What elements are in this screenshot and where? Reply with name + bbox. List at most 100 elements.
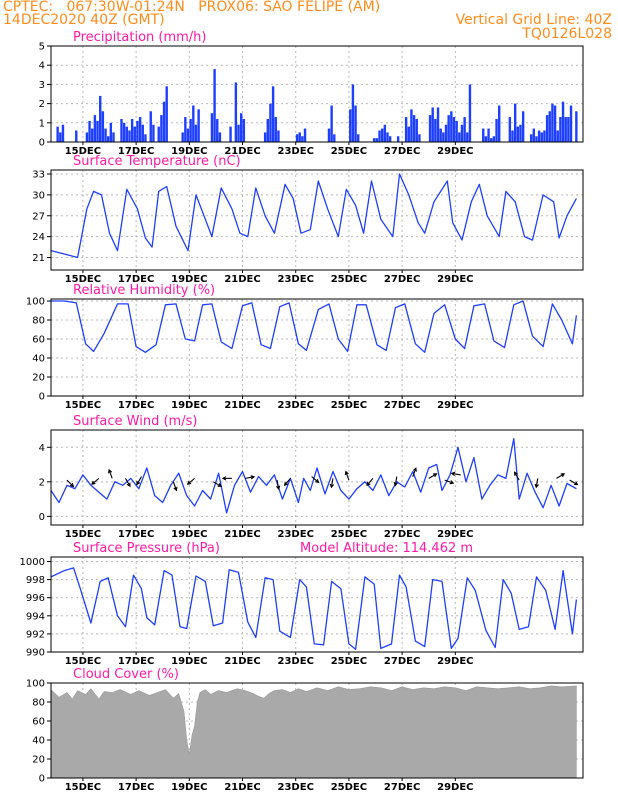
y-tick-label: 100 xyxy=(26,297,45,308)
precip-bar xyxy=(460,124,464,142)
panel-rh: 0 20 40 60 80 100 15DEC 17DEC 19DEC 21DEC 23DEC 25D… xyxy=(26,283,584,411)
panel-title-precip: Precipitation (mm/h) xyxy=(73,30,206,45)
y-tick-label: 994 xyxy=(26,611,45,622)
precip-bar xyxy=(455,120,458,142)
precip-bar xyxy=(263,132,267,142)
y-tick-label: 0 xyxy=(39,774,45,785)
y-tick-label: 4 xyxy=(39,61,45,72)
precip-bar xyxy=(301,136,304,142)
wind-arrow-head xyxy=(329,483,335,489)
cloud-cover-area xyxy=(51,685,577,778)
precip-bar xyxy=(516,126,520,142)
x-tick-label: 21DEC xyxy=(224,656,260,667)
precip-bar xyxy=(591,113,593,142)
y-tick-label: 30 xyxy=(32,190,45,201)
x-tick-label: 15DEC xyxy=(65,782,101,793)
y-tick-label: 60 xyxy=(32,335,45,346)
precip-bar xyxy=(492,136,496,142)
wind-arrow-head xyxy=(221,476,227,481)
precip-bar xyxy=(463,117,466,142)
header-model-id: TQ0126L028 xyxy=(522,26,612,42)
precip-bar xyxy=(237,124,240,142)
x-tick-label: 17DEC xyxy=(118,274,154,285)
y-tick-label: 990 xyxy=(26,648,45,659)
precip-bar xyxy=(540,132,543,142)
x-tick-label: 15DEC xyxy=(65,529,101,540)
x-tick-label: 29DEC xyxy=(437,782,473,793)
panel-wind: 0 2 4 15DEC 17DEC 19DEC 21DEC 23DEC 25DEC 27DEC 29… xyxy=(39,414,584,540)
panel-frame xyxy=(50,556,584,653)
precip-bar xyxy=(511,130,514,142)
y-tick-label: 21 xyxy=(32,253,45,264)
y-tick-label: 20 xyxy=(32,755,45,766)
precip-bar xyxy=(551,103,554,142)
wind-arrow-head xyxy=(186,480,192,485)
y-tick-label: 40 xyxy=(32,354,45,365)
panel-cloud: 0 20 40 60 80 100 15DEC 17DEC 19DEC 21DEC 23DEC 25D… xyxy=(26,667,584,793)
x-tick-label: 25DEC xyxy=(331,656,367,667)
x-tick-label: 21DEC xyxy=(224,274,260,285)
precip-bar xyxy=(295,134,299,142)
precip-bar xyxy=(112,132,115,142)
x-tick-label: 23DEC xyxy=(278,782,314,793)
precip-bar xyxy=(545,115,549,142)
precip-bar xyxy=(383,124,387,142)
wind-arrow xyxy=(276,479,280,490)
x-tick-label: 27DEC xyxy=(384,529,420,540)
precip-bar xyxy=(194,124,198,142)
precip-bar xyxy=(104,128,107,142)
precip-bar xyxy=(106,136,110,142)
precip-bar xyxy=(439,128,442,142)
wind-arrow xyxy=(136,476,142,485)
panel-title-temp: Surface Temperature (nC) xyxy=(73,154,241,169)
wind-arrow-head xyxy=(412,467,417,472)
wind-arrow xyxy=(444,479,454,484)
panel-frame xyxy=(50,298,584,397)
wind-line xyxy=(51,437,577,514)
precip-bar xyxy=(482,128,485,142)
precip-bar xyxy=(458,132,461,142)
panel-title-pres: Surface Pressure (hPa) xyxy=(73,541,220,556)
y-tick-label: 100 xyxy=(26,679,45,690)
x-tick-label: 21DEC xyxy=(224,529,260,540)
precip-bar xyxy=(101,111,105,142)
panel-title-wind: Surface Wind (m/s) xyxy=(73,414,197,429)
precip-bar xyxy=(386,132,389,142)
precip-bar xyxy=(165,86,168,142)
y-tick-label: 2 xyxy=(39,477,45,488)
precip-bar xyxy=(380,128,384,142)
y-tick-label: 33 xyxy=(32,170,45,181)
precip-bar xyxy=(418,134,421,142)
x-tick-label: 25DEC xyxy=(331,400,367,411)
precip-bar xyxy=(93,115,97,142)
precip-bar xyxy=(569,105,573,142)
x-tick-label: 27DEC xyxy=(384,146,420,157)
wind-arrow xyxy=(311,476,319,483)
precip-bar xyxy=(61,124,65,142)
precip-bar xyxy=(444,124,448,142)
wind-arrow xyxy=(451,472,461,476)
wind-arrow-head xyxy=(136,480,141,486)
wind-arrow-head xyxy=(283,481,289,487)
wind-arrow xyxy=(108,469,113,479)
wind-arrow xyxy=(91,477,100,485)
precip-bar xyxy=(407,126,410,142)
y-tick-label: 0 xyxy=(39,138,45,149)
x-tick-label: 17DEC xyxy=(118,782,154,793)
precip-bar xyxy=(354,105,357,142)
wind-arrow-head xyxy=(450,471,456,476)
x-tick-label: 23DEC xyxy=(278,656,314,667)
precip-bar xyxy=(357,134,360,142)
panel-frame xyxy=(50,429,584,526)
precip-bar xyxy=(519,124,522,142)
wind-arrow xyxy=(345,471,350,481)
header-station-line: CPTEC: 067:30W-01:24N PROX06: SAO FELIPE… xyxy=(3,0,381,15)
wind-arrow-head xyxy=(173,486,178,492)
series-group-wind xyxy=(51,437,579,514)
precip-bar xyxy=(144,134,147,142)
precip-bar xyxy=(484,136,488,142)
x-tick-label: 27DEC xyxy=(384,274,420,285)
wind-arrow xyxy=(569,479,578,486)
x-tick-label: 19DEC xyxy=(171,274,207,285)
y-tick-label: 80 xyxy=(32,316,45,327)
